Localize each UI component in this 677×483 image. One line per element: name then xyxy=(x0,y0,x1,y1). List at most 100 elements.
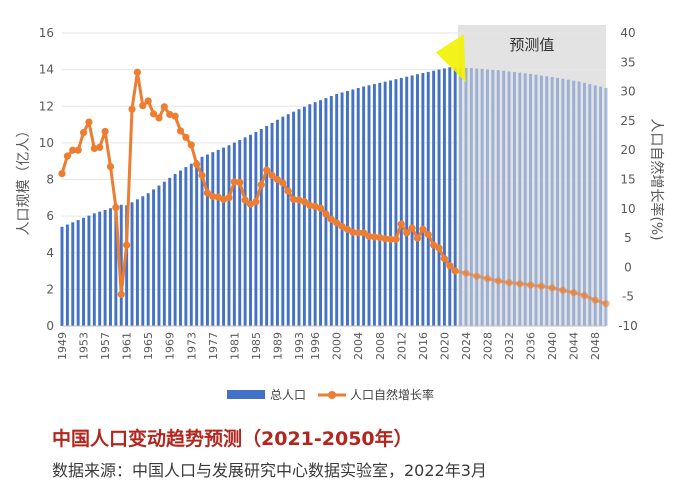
population-bar xyxy=(222,147,226,326)
population-bar xyxy=(65,224,69,326)
y-left-tick-label: 12 xyxy=(39,99,54,113)
population-bar xyxy=(232,142,236,326)
growth-rate-point xyxy=(246,200,255,208)
population-bar xyxy=(523,73,527,326)
growth-rate-point xyxy=(144,97,152,105)
growth-rate-point xyxy=(123,241,131,249)
population-bar xyxy=(114,206,118,326)
x-tick-label: 2028 xyxy=(482,332,495,360)
population-bar xyxy=(491,69,495,327)
y-right-tick-label: 30 xyxy=(620,85,635,99)
population-bar xyxy=(243,137,247,326)
growth-rate-point xyxy=(338,222,346,230)
x-tick-label: 2008 xyxy=(374,332,387,360)
growth-rate-point xyxy=(279,179,287,187)
population-bar xyxy=(486,69,489,326)
population-bar xyxy=(351,89,355,326)
growth-rate-point xyxy=(273,175,282,184)
population-bar xyxy=(173,174,177,326)
growth-rate-point xyxy=(241,196,249,204)
population-bar xyxy=(539,75,543,326)
population-bar xyxy=(464,67,468,326)
growth-rate-point xyxy=(365,232,373,240)
growth-rate-point xyxy=(230,178,238,186)
population-bar xyxy=(599,86,603,326)
growth-rate-point xyxy=(290,195,298,204)
population-bar xyxy=(146,193,150,326)
population-bar xyxy=(152,189,156,326)
population-bar xyxy=(216,149,220,326)
population-bar xyxy=(405,76,409,326)
population-bar xyxy=(394,79,398,326)
highlight-marker xyxy=(435,34,466,83)
growth-rate-point xyxy=(548,284,556,292)
growth-rate-point xyxy=(322,210,330,218)
growth-rate-point xyxy=(225,194,233,202)
population-bar xyxy=(109,208,112,326)
x-tick-label: 1949 xyxy=(56,332,69,360)
growth-rate-point xyxy=(214,193,222,201)
population-bar xyxy=(168,177,172,326)
growth-rate-point xyxy=(160,103,168,111)
growth-rate-point xyxy=(236,178,244,187)
population-bar xyxy=(432,70,436,326)
population-bar xyxy=(502,70,506,326)
population-bar xyxy=(577,81,581,326)
x-tick-label: 2024 xyxy=(460,332,473,360)
population-chart: 预测值 0 2 4 6 8 10 12 14 16 -10 -5 0 5 10 15 20 25 30 35 40 194… xyxy=(16,25,665,402)
growth-rate-point xyxy=(139,102,147,110)
y-right-tick-label: 40 xyxy=(620,26,635,40)
x-tick-label: 1953 xyxy=(78,332,91,360)
growth-rate-point xyxy=(63,152,71,160)
growth-rate-point xyxy=(171,112,179,120)
growth-rate-point xyxy=(149,110,158,118)
growth-rate-point xyxy=(392,235,400,243)
growth-rate-point xyxy=(483,274,492,283)
population-bar xyxy=(227,145,231,326)
page-title: 中国人口变动趋势预测（2021-2050年） xyxy=(52,428,413,450)
growth-rate-point xyxy=(473,272,481,280)
growth-rate-point xyxy=(537,282,545,290)
x-tick-label: 1977 xyxy=(207,332,220,360)
growth-rate-point xyxy=(333,219,341,227)
population-bar xyxy=(469,68,473,326)
growth-rate-point xyxy=(176,127,185,135)
population-bar xyxy=(556,77,559,326)
growth-rate-point xyxy=(424,230,432,239)
population-bar xyxy=(135,199,139,326)
x-tick-label: 1993 xyxy=(293,332,306,360)
population-bar xyxy=(545,76,549,326)
population-bar xyxy=(189,163,193,326)
population-bar xyxy=(281,116,285,326)
population-bar xyxy=(437,69,441,326)
forecast-region xyxy=(457,25,606,326)
growth-rate-point xyxy=(430,241,438,249)
y-right-tick-label: -5 xyxy=(622,290,634,304)
growth-rate-point xyxy=(343,225,352,233)
y-right-tick-label: 15 xyxy=(620,173,635,187)
y-right-tick-label: 0 xyxy=(624,260,632,274)
population-bar xyxy=(87,215,91,326)
growth-rate-point xyxy=(187,141,195,149)
growth-rate-point xyxy=(397,220,405,228)
growth-rate-point xyxy=(559,286,567,294)
growth-rate-point xyxy=(85,118,93,126)
x-tick-label: 2020 xyxy=(438,332,451,360)
population-bar xyxy=(372,84,376,326)
x-tick-label: 1973 xyxy=(185,332,198,360)
population-bar xyxy=(356,87,360,327)
x-tick-label: 1989 xyxy=(271,332,284,360)
population-bar xyxy=(125,205,129,326)
growth-rate-point xyxy=(602,300,610,308)
y-right-tick-label: 35 xyxy=(620,55,635,69)
population-bar xyxy=(367,85,371,326)
growth-rate-point xyxy=(403,229,411,237)
growth-rate-point xyxy=(316,204,325,212)
forecast-label: 预测值 xyxy=(509,36,554,54)
growth-rate-point xyxy=(354,229,362,237)
x-tick-label: 1965 xyxy=(142,332,155,360)
x-tick-label: 1981 xyxy=(228,332,241,360)
growth-rate-point xyxy=(198,171,206,179)
growth-rate-point xyxy=(128,105,136,113)
population-bar xyxy=(275,119,279,327)
